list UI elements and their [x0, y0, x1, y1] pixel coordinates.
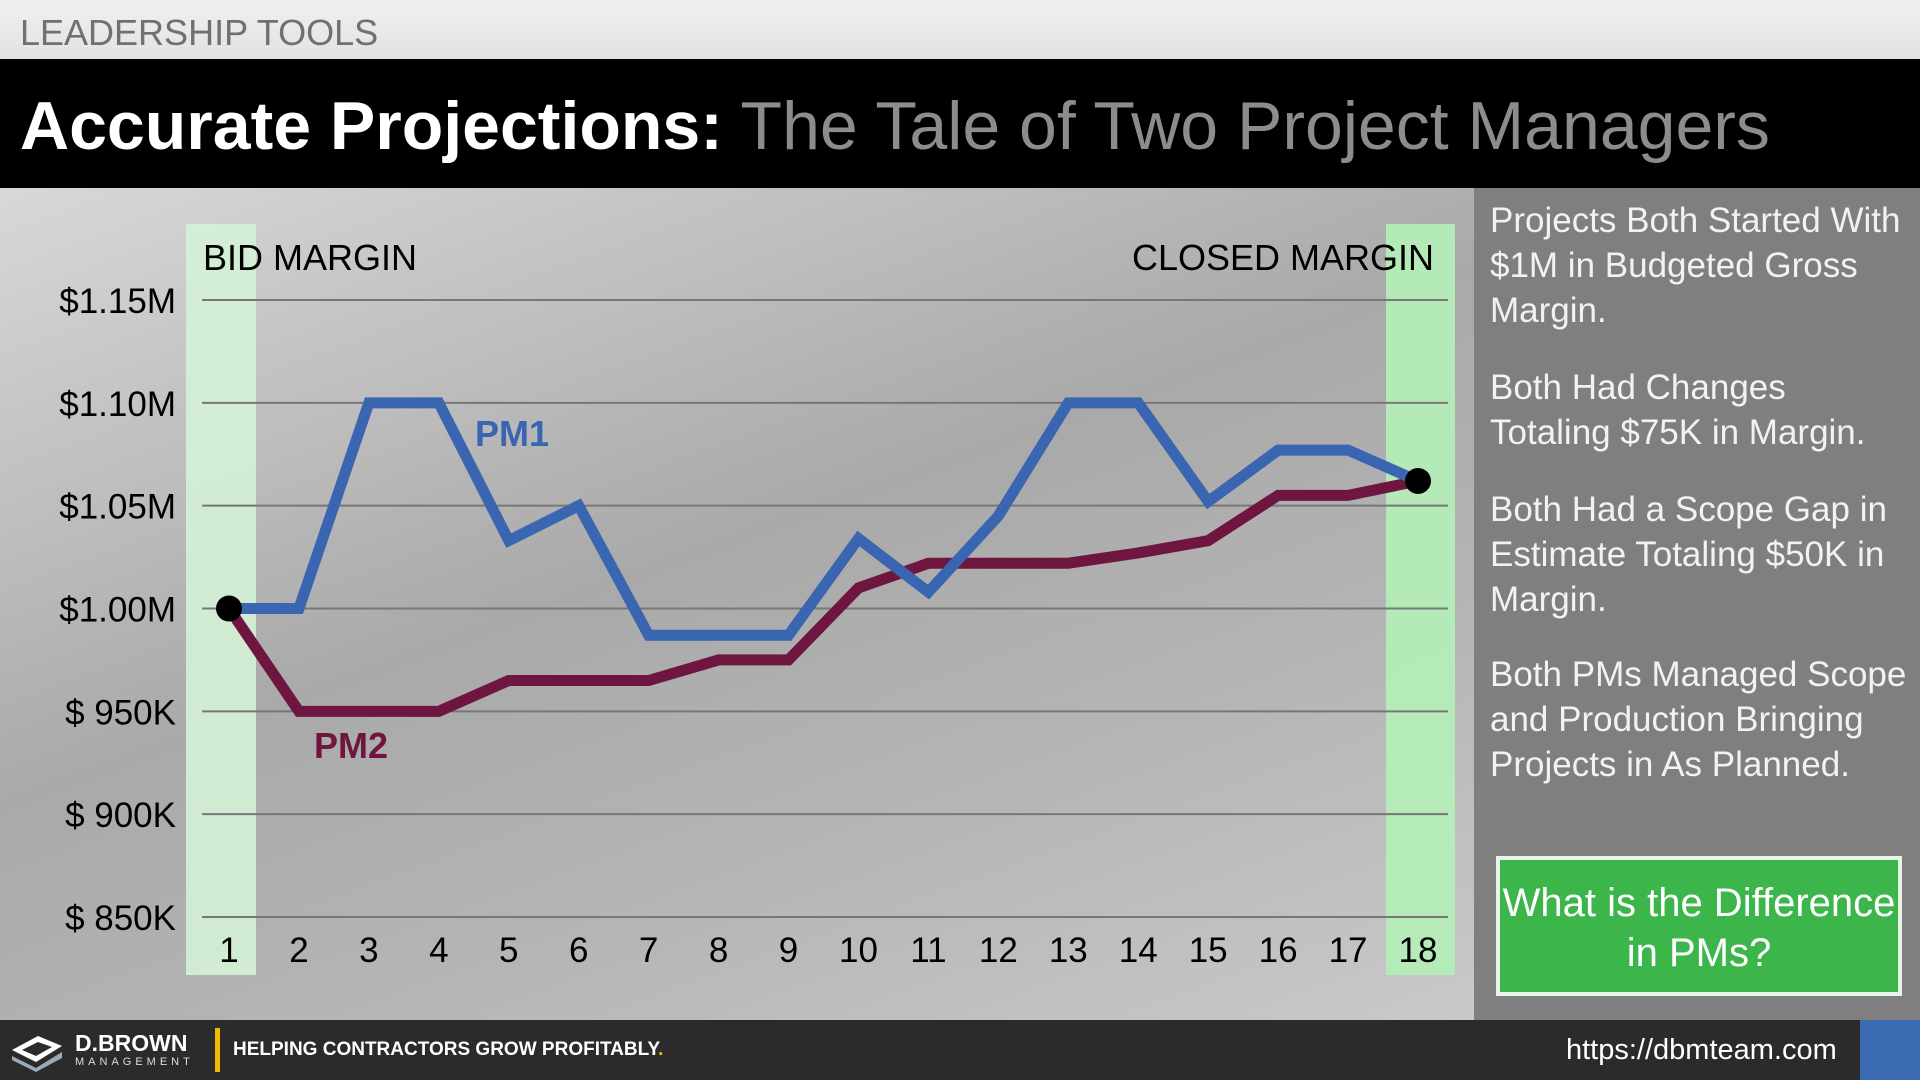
line-chart: $1.15M $1.10M $1.05M $1.00M $ 950K $ 900K $ 85… — [59, 224, 1455, 975]
side-paragraph: Projects Both Started With $1M in Budget… — [1490, 201, 1901, 330]
y-tick-label: $1.00M — [59, 591, 176, 630]
series-label: PM1 — [475, 413, 549, 454]
title-sep: : — [700, 88, 723, 164]
x-tick-label: 16 — [1259, 931, 1298, 970]
x-tick-label: 13 — [1049, 931, 1088, 970]
closed-margin-label: CLOSED MARGIN — [1132, 237, 1434, 278]
difference-question-box[interactable]: What is the Difference in PMs? — [1496, 856, 1902, 996]
x-tick-label: 6 — [569, 931, 588, 970]
x-tick-label: 7 — [639, 931, 658, 970]
series-line-pm2 — [224, 475, 1420, 717]
brand-name: D.BROWN — [75, 1030, 188, 1056]
closed-margin-band — [1386, 224, 1455, 975]
title-subtitle: The Tale of Two Project Managers — [722, 88, 1770, 164]
section-label: LEADERSHIP TOOLS — [20, 12, 379, 53]
top-bar: LEADERSHIP TOOLS — [0, 0, 1920, 59]
divider — [215, 1028, 220, 1072]
dbrown-logo-icon — [12, 1036, 62, 1072]
title-bold: Accurate Projections — [20, 88, 701, 164]
bid-margin-label: BID MARGIN — [203, 237, 417, 278]
y-tick-label: $ 950K — [65, 693, 176, 732]
x-tick-label: 1 — [219, 931, 238, 970]
x-tick-label: 4 — [429, 931, 448, 970]
brand-sub: MANAGEMENT — [75, 1056, 194, 1068]
series-line-pm1 — [229, 397, 1421, 641]
x-tick-label: 11 — [910, 931, 946, 970]
x-tick-label: 18 — [1399, 931, 1438, 970]
x-tick-label: 15 — [1189, 931, 1228, 970]
x-tick-label: 2 — [289, 931, 308, 970]
series-label: PM2 — [314, 725, 388, 766]
slogan-text: HELPING CONTRACTORS GROW PROFITABLY — [233, 1039, 659, 1060]
y-tick-label: $1.10M — [59, 385, 176, 424]
y-tick-label: $ 850K — [65, 899, 176, 938]
x-tick-label: 5 — [499, 931, 518, 970]
start-point — [216, 595, 242, 622]
y-tick-label: $1.05M — [59, 488, 176, 527]
y-tick-label: $1.15M — [59, 282, 176, 321]
website-link[interactable]: https://dbmteam.com — [1566, 1034, 1837, 1066]
side-paragraph: Both PMs Managed Scope and Production Br… — [1490, 655, 1907, 784]
x-tick-label: 3 — [359, 931, 378, 970]
slogan: HELPING CONTRACTORS GROW PROFITABLY. — [233, 1039, 663, 1061]
accent-block — [1860, 1020, 1920, 1080]
end-point — [1405, 467, 1431, 494]
footer: D.BROWN MANAGEMENT HELPING CONTRACTORS G… — [0, 1020, 1920, 1080]
slogan-dot: . — [658, 1039, 664, 1060]
side-paragraph: Both Had a Scope Gap in Estimate Totalin… — [1490, 490, 1887, 619]
slide-title: Accurate Projections: The Tale of Two Pr… — [20, 87, 1770, 165]
y-tick-label: $ 900K — [65, 796, 176, 835]
x-tick-label: 14 — [1119, 931, 1158, 970]
side-panel: Projects Both Started With $1M in Budget… — [1474, 188, 1920, 1020]
x-tick-label: 10 — [839, 931, 878, 970]
title-bar: Accurate Projections: The Tale of Two Pr… — [0, 59, 1920, 188]
x-tick-label: 17 — [1329, 931, 1368, 970]
x-tick-label: 8 — [709, 931, 728, 970]
side-paragraph: Both Had Changes Totaling $75K in Margin… — [1490, 368, 1866, 452]
x-tick-label: 9 — [779, 931, 798, 970]
x-tick-label: 12 — [979, 931, 1018, 970]
